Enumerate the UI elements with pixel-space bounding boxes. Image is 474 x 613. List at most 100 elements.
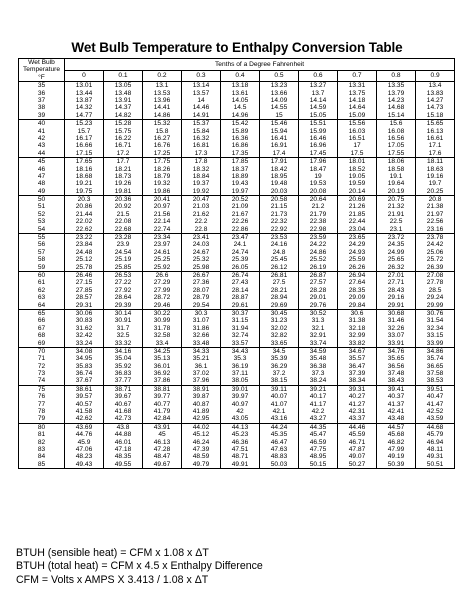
enthalpy-value: 34.59 [309,347,327,355]
enthalpy-cell: 38.71 39.67 40.67 41.68 42.73 [103,384,143,424]
enthalpy-value: 13.23 [270,82,288,90]
enthalpy-value: 34.16 [114,347,132,355]
enthalpy-cell: 30.22 30.99 31.78 32.58 33.4 [142,308,182,348]
enthalpy-value: 22.74 [153,225,171,233]
enthalpy-cell: 34.67 35.57 36.47 37.39 38.34 [337,346,377,386]
enthalpy-value: 14 [197,97,205,104]
temperature-value: 44 [37,149,46,157]
enthalpy-value: 47.99 [387,445,405,453]
enthalpy-value: 21.09 [231,203,249,211]
enthalpy-value: 34.33 [192,347,210,355]
enthalpy-value: 41.58 [75,408,93,416]
enthalpy-cell: 17.8 18.32 18.84 19.37 19.92 [181,157,221,197]
enthalpy-value: 23.97 [153,241,171,249]
enthalpy-value: 19.97 [231,187,249,195]
enthalpy-value: 18.37 [231,165,249,173]
enthalpy-value: 33.24 [75,339,93,347]
enthalpy-value: 43.27 [309,415,327,423]
enthalpy-value: 23.16 [426,225,444,233]
temperature-value: 66 [37,317,46,325]
enthalpy-value: 17.05 [387,142,405,150]
enthalpy-value: 49.19 [387,453,405,461]
enthalpy-value: 13.35 [387,82,405,90]
temperature-value: 74 [37,377,46,385]
enthalpy-value: 37.67 [75,377,93,385]
enthalpy-value: 16.46 [309,134,327,142]
enthalpy-value: 47.06 [75,445,93,453]
enthalpy-value: 47.18 [114,445,132,453]
enthalpy-value: 29.84 [348,301,366,309]
enthalpy-value: 29.69 [270,301,288,309]
table-row: 70 71 72 73 74 34.08 34.95 35.83 36.74 37.67 34.16… [18,346,456,386]
enthalpy-value: 41.27 [348,400,366,408]
enthalpy-cell: 23.78 24.42 25.06 25.72 26.39 [414,233,456,272]
enthalpy-value: 38.05 [231,377,249,385]
enthalpy-value: 18.32 [192,165,210,173]
enthalpy-value: 16.86 [231,142,249,150]
enthalpy-value: 15.84 [192,127,210,135]
enthalpy-value: 36.19 [231,362,249,370]
enthalpy-value: 18.79 [153,172,171,180]
enthalpy-value: 29.61 [231,301,249,309]
enthalpy-value: 40.87 [192,400,210,408]
enthalpy-cell: 30.14 30.91 31.7 32.5 33.32 [103,308,143,348]
enthalpy-value: 28.72 [153,294,171,302]
enthalpy-value: 33.4 [155,339,169,347]
enthalpy-value: 39.51 [426,385,444,393]
enthalpy-value: 28.79 [192,294,210,302]
enthalpy-value: 19.7 [428,180,442,188]
enthalpy-value: 34.86 [426,347,444,355]
enthalpy-value: 42.84 [153,415,171,423]
enthalpy-value: 30.3 [194,309,208,317]
enthalpy-cell: 26.46 27.15 27.85 28.57 29.31 [64,270,104,310]
enthalpy-value: 19 [314,172,322,180]
enthalpy-value: 28.64 [114,294,132,302]
enthalpy-cell: 20.52 21.09 21.67 22.26 22.86 [220,195,260,235]
enthalpy-value: 27.71 [387,279,405,287]
enthalpy-value: 22.56 [426,218,444,226]
enthalpy-value: 45.12 [192,431,210,439]
enthalpy-value: 34.95 [75,355,93,363]
enthalpy-value: 45.23 [231,431,249,439]
enthalpy-value: 37.86 [153,377,171,385]
enthalpy-value: 38.81 [153,385,171,393]
temperature-cell: 55 56 57 58 59 [18,233,65,272]
enthalpy-value: 39.01 [231,385,249,393]
enthalpy-value: 48.11 [427,445,444,453]
enthalpy-cell: 15.56 16.03 16.51 17 17.5 [337,119,377,159]
enthalpy-value: 50.03 [270,460,288,468]
enthalpy-cell: 34.25 35.13 36.01 36.92 37.86 [142,346,182,386]
enthalpy-value: 37.48 [387,370,405,378]
temperature-cell: 70 71 72 73 74 [18,346,65,386]
enthalpy-value: 40.07 [270,393,288,401]
enthalpy-value: 26.39 [426,263,444,271]
enthalpy-value: 14.55 [270,104,288,112]
enthalpy-value: 48.71 [231,453,249,461]
enthalpy-cell: 34.08 34.95 35.83 36.74 37.67 [64,346,104,386]
enthalpy-value: 32.34 [426,324,444,332]
enthalpy-value: 27.64 [348,279,366,287]
temperature-value: 70 [37,347,46,355]
enthalpy-cell: 30.76 31.54 32.34 33.15 33.99 [414,308,456,348]
enthalpy-value: 43.91 [153,423,171,431]
enthalpy-value: 22.08 [114,218,132,226]
temperature-value: 57 [37,248,46,256]
enthalpy-cell: 27.08 27.78 28.5 29.24 29.99 [414,270,456,310]
enthalpy-value: 27.5 [272,279,286,287]
enthalpy-cell: 38.61 39.57 40.57 41.58 42.62 [64,384,104,424]
enthalpy-value: 19.21 [75,180,93,188]
enthalpy-value: 42.95 [192,415,210,423]
enthalpy-value: 14.91 [192,111,210,119]
enthalpy-value: 34.5 [272,347,286,355]
enthalpy-value: 49.07 [348,453,366,461]
enthalpy-cell: 15.42 15.89 16.36 16.86 17.35 [220,119,260,159]
enthalpy-value: 24.99 [387,248,405,256]
enthalpy-value: 41.89 [192,408,210,416]
enthalpy-value: 13.96 [153,97,171,104]
enthalpy-value: 18.63 [426,165,444,173]
enthalpy-value: 27.22 [114,279,132,287]
enthalpy-cell: 26.53 27.22 27.92 28.64 29.39 [103,270,143,310]
enthalpy-value: 24.61 [153,248,171,256]
enthalpy-cell: 18.06 18.58 19.1 19.64 20.19 [376,157,416,197]
enthalpy-value: 28.14 [231,286,249,294]
